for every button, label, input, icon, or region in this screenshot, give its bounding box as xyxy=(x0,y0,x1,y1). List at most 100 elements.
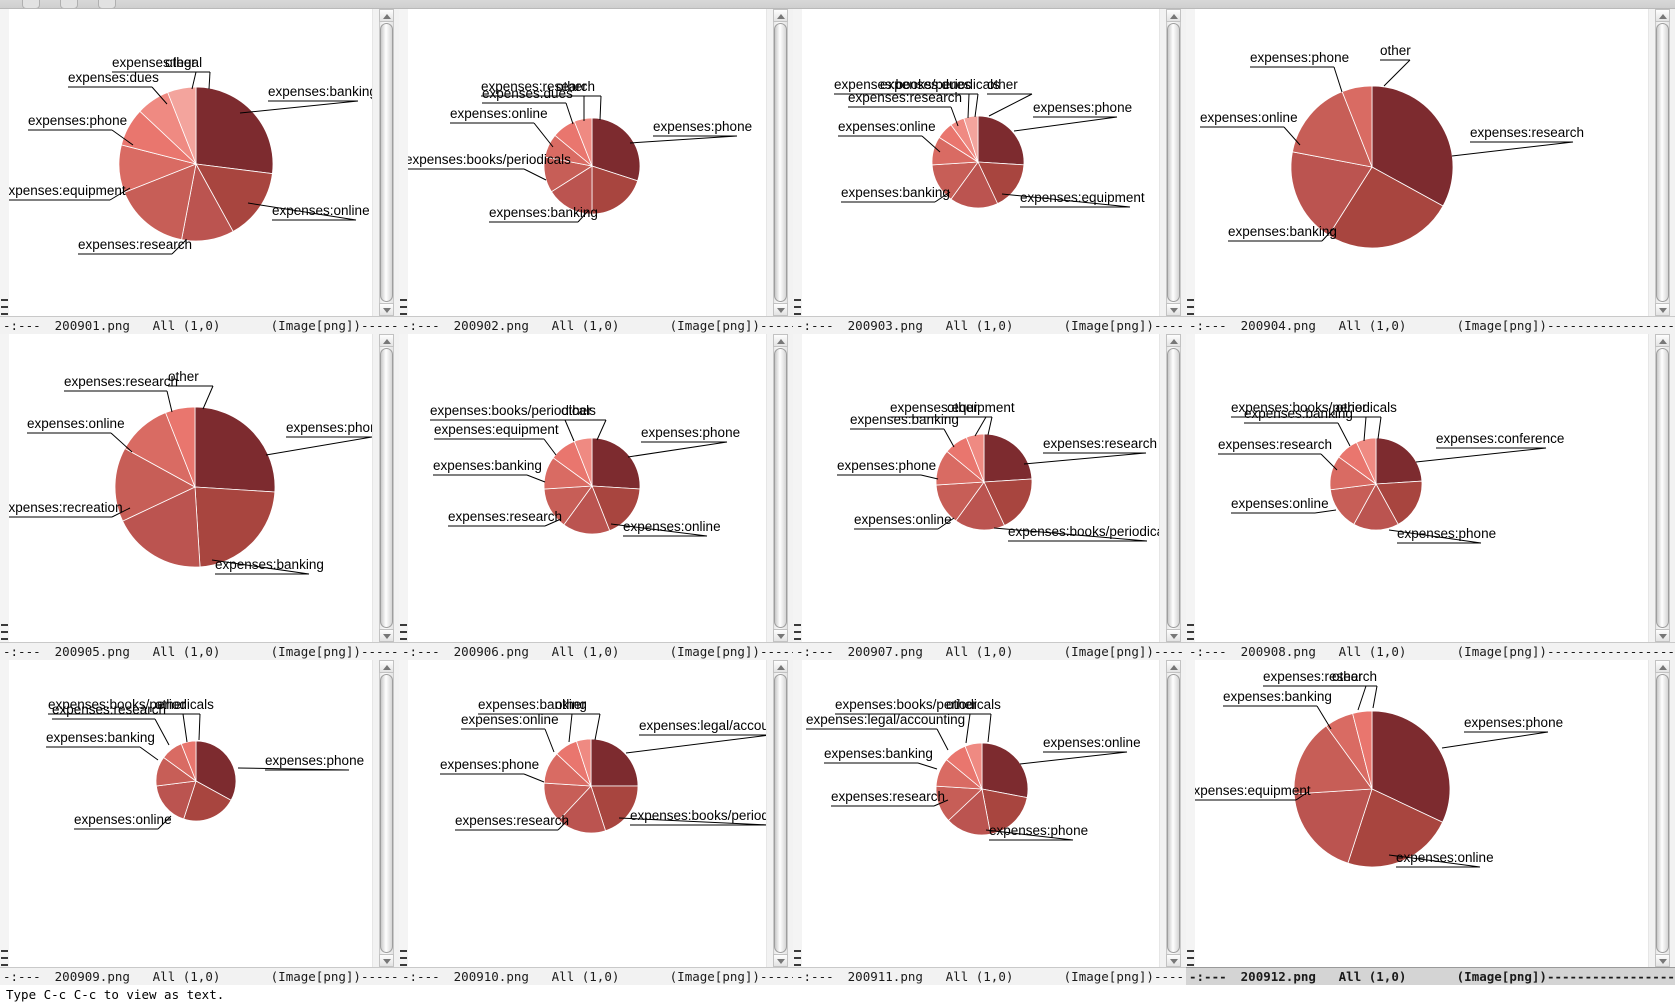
scroll-down-arrow-icon[interactable] xyxy=(1166,303,1181,317)
scrollbar-thumb[interactable] xyxy=(774,23,787,303)
scroll-down-arrow-icon[interactable] xyxy=(1166,953,1181,967)
leader-line xyxy=(594,713,601,741)
window-body[interactable]: expenses:phone expenses:online expenses:ba… xyxy=(0,659,399,967)
scroll-up-arrow-icon[interactable] xyxy=(1166,9,1181,22)
image-canvas: expenses:online expenses:phone expenses:re… xyxy=(802,659,1159,967)
pie-slice xyxy=(195,163,273,233)
scrollbar-thumb[interactable] xyxy=(1167,23,1180,303)
scroll-up-arrow-icon[interactable] xyxy=(379,659,394,673)
left-fringe xyxy=(0,9,9,317)
mode-line[interactable]: -:--- 200909.png All (1,0) (Image[png])----… xyxy=(0,966,399,985)
window-body[interactable]: expenses:conference expenses:phone expense… xyxy=(1186,334,1675,642)
emacs-window-200912[interactable]: expenses:phone expenses:online expenses:eq… xyxy=(1186,659,1675,985)
scroll-down-arrow-icon[interactable] xyxy=(1655,303,1670,317)
emacs-window-200909[interactable]: expenses:phone expenses:online expenses:ba… xyxy=(0,659,399,985)
window-body[interactable]: expenses:banking expenses:online expenses:… xyxy=(0,9,399,317)
scroll-up-arrow-icon[interactable] xyxy=(1655,659,1670,673)
emacs-window-200905[interactable]: expenses:phone expenses:banking expenses:r… xyxy=(0,334,399,660)
pie-slice xyxy=(167,86,197,165)
emacs-window-200904[interactable]: expenses:research expenses:banking expense… xyxy=(1186,9,1675,335)
emacs-window-200911[interactable]: expenses:online expenses:phone expenses:re… xyxy=(793,659,1186,985)
mode-line[interactable]: -:--- 200907.png All (1,0) (Image[png])----… xyxy=(793,641,1186,660)
scroll-up-arrow-icon[interactable] xyxy=(1655,9,1670,22)
scroll-down-arrow-icon[interactable] xyxy=(773,303,788,317)
scrollbar-thumb[interactable] xyxy=(1656,23,1669,303)
scroll-up-arrow-icon[interactable] xyxy=(773,9,788,22)
vertical-scrollbar[interactable] xyxy=(766,659,793,967)
scroll-up-arrow-icon[interactable] xyxy=(379,334,394,348)
vertical-scrollbar[interactable] xyxy=(1159,334,1186,642)
mode-line[interactable]: -:--- 200902.png All (1,0) (Image[png])----… xyxy=(399,316,793,335)
vertical-scrollbar[interactable] xyxy=(1648,9,1675,317)
mode-line[interactable]: -:--- 200912.png All (1,0) (Image[png])----… xyxy=(1186,966,1675,985)
scroll-up-arrow-icon[interactable] xyxy=(379,9,394,22)
mode-line[interactable]: -:--- 200905.png All (1,0) (Image[png])----… xyxy=(0,641,399,660)
mode-line[interactable]: -:--- 200911.png All (1,0) (Image[png])----… xyxy=(793,966,1186,985)
scroll-down-arrow-icon[interactable] xyxy=(1655,953,1670,967)
mode-line[interactable]: -:--- 200906.png All (1,0) (Image[png])----… xyxy=(399,641,793,660)
emacs-window-200906[interactable]: expenses:phone expenses:online expenses:re… xyxy=(399,334,793,660)
new-file-icon[interactable] xyxy=(22,0,40,8)
mode-line[interactable]: -:--- 200901.png All (1,0) (Image[png])----… xyxy=(0,316,399,335)
scroll-up-arrow-icon[interactable] xyxy=(773,659,788,673)
emacs-window-200910[interactable]: expenses:legal/accounting expenses:books/… xyxy=(399,659,793,985)
mode-line-major-mode: (Image[png]) xyxy=(1456,318,1547,334)
vertical-scrollbar[interactable] xyxy=(766,9,793,317)
vertical-scrollbar[interactable] xyxy=(372,9,399,317)
window-body[interactable]: expenses:phone expenses:online expenses:eq… xyxy=(1186,659,1675,967)
window-body[interactable]: expenses:phone expenses:online expenses:re… xyxy=(399,334,793,642)
emacs-window-200901[interactable]: expenses:banking expenses:online expenses:… xyxy=(0,9,399,335)
scroll-up-arrow-icon[interactable] xyxy=(1655,334,1670,348)
mode-line-status: -:--- xyxy=(1189,643,1227,659)
mode-line[interactable]: -:--- 200903.png All (1,0) (Image[png])----… xyxy=(793,316,1186,335)
scroll-down-arrow-icon[interactable] xyxy=(773,628,788,642)
scroll-down-arrow-icon[interactable] xyxy=(773,953,788,967)
scrollbar-thumb[interactable] xyxy=(380,348,393,628)
vertical-scrollbar[interactable] xyxy=(372,659,399,967)
vertical-scrollbar[interactable] xyxy=(372,334,399,642)
emacs-window-200907[interactable]: expenses:research expenses:books/periodic… xyxy=(793,334,1186,660)
emacs-window-200902[interactable]: expenses:phone expenses:banking expenses:b… xyxy=(399,9,793,335)
scroll-down-arrow-icon[interactable] xyxy=(1655,628,1670,642)
scrollbar-thumb[interactable] xyxy=(1167,348,1180,628)
pie-label: expenses:research xyxy=(1218,437,1332,452)
vertical-scrollbar[interactable] xyxy=(1648,659,1675,967)
scrollbar-thumb[interactable] xyxy=(1656,348,1669,628)
vertical-scrollbar[interactable] xyxy=(1159,659,1186,967)
scrollbar-thumb[interactable] xyxy=(1656,673,1669,953)
window-body[interactable]: expenses:online expenses:phone expenses:re… xyxy=(793,659,1186,967)
scrollbar-thumb[interactable] xyxy=(774,673,787,953)
scrollbar-thumb[interactable] xyxy=(380,23,393,303)
mode-line-major-mode: (Image[png]) xyxy=(1456,968,1547,984)
open-file-icon[interactable] xyxy=(60,0,78,8)
pie-label: expenses:banking xyxy=(824,746,933,761)
scroll-down-arrow-icon[interactable] xyxy=(1166,628,1181,642)
window-body[interactable]: expenses:legal/accounting expenses:books/… xyxy=(399,659,793,967)
scrollbar-thumb[interactable] xyxy=(380,673,393,953)
vertical-scrollbar[interactable] xyxy=(1159,9,1186,317)
save-file-icon[interactable] xyxy=(98,0,116,8)
mode-line-major-mode: (Image[png]) xyxy=(270,643,361,659)
mode-line[interactable]: -:--- 200908.png All (1,0) (Image[png])----… xyxy=(1186,641,1675,660)
scrollbar-thumb[interactable] xyxy=(1167,673,1180,953)
vertical-scrollbar[interactable] xyxy=(766,334,793,642)
window-body[interactable]: expenses:phone expenses:equipment expenses… xyxy=(793,9,1186,317)
scroll-up-arrow-icon[interactable] xyxy=(1166,334,1181,348)
mode-line[interactable]: -:--- 200910.png All (1,0) (Image[png])----… xyxy=(399,966,793,985)
scroll-down-arrow-icon[interactable] xyxy=(379,953,394,967)
scrollbar-thumb[interactable] xyxy=(774,348,787,628)
window-body[interactable]: expenses:research expenses:banking expense… xyxy=(1186,9,1675,317)
emacs-window-200903[interactable]: expenses:phone expenses:equipment expenses… xyxy=(793,9,1186,335)
pie-slice xyxy=(114,447,196,522)
vertical-scrollbar[interactable] xyxy=(1648,334,1675,642)
scroll-up-arrow-icon[interactable] xyxy=(1166,659,1181,673)
scroll-down-arrow-icon[interactable] xyxy=(379,303,394,317)
mode-line[interactable]: -:--- 200904.png All (1,0) (Image[png])----… xyxy=(1186,316,1675,335)
window-body[interactable]: expenses:research expenses:books/periodic… xyxy=(793,334,1186,642)
window-body[interactable]: expenses:phone expenses:banking expenses:r… xyxy=(0,334,399,642)
scroll-down-arrow-icon[interactable] xyxy=(379,628,394,642)
scroll-up-arrow-icon[interactable] xyxy=(773,334,788,348)
emacs-window-200908[interactable]: expenses:conference expenses:phone expense… xyxy=(1186,334,1675,660)
image-canvas: expenses:research expenses:banking expense… xyxy=(1195,9,1648,317)
window-body[interactable]: expenses:phone expenses:banking expenses:b… xyxy=(399,9,793,317)
